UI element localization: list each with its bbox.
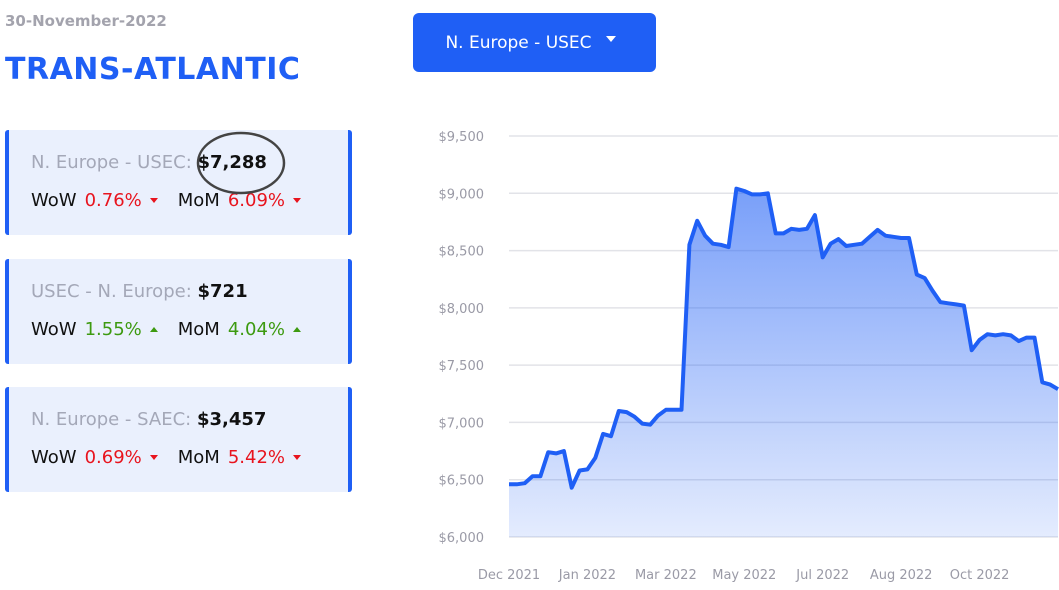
x-tick-label: Mar 2022 <box>635 568 697 583</box>
rate-card: N. Europe - SAEC: $3,457 WoW 0.69% MoM 5.42% <box>5 387 352 492</box>
mom-value: 6.09% <box>227 190 286 211</box>
y-tick-label: $6,000 <box>439 531 485 546</box>
wow-label: WoW <box>31 447 77 468</box>
route-dropdown[interactable]: N. Europe - USEC <box>413 13 656 72</box>
line <box>509 186 1059 490</box>
y-tick-label: $6,500 <box>439 474 485 489</box>
dropdown-label: N. Europe - USEC <box>445 32 592 53</box>
wow-label: WoW <box>31 318 77 340</box>
y-tick-label: $9,000 <box>439 187 485 202</box>
wow-value: 0.76% <box>84 190 142 211</box>
mom-label: MoM <box>177 190 220 211</box>
x-tick-label: Aug 2022 <box>870 568 933 583</box>
change-line: WoW 0.76% MoM 6.09% <box>31 190 348 211</box>
mom-value: 4.04% <box>227 318 286 340</box>
highlight-circle <box>196 131 286 195</box>
mom-label: MoM <box>177 447 220 468</box>
x-tick-label: Jan 2022 <box>558 568 616 583</box>
page-title: TRANS-ATLANTIC <box>5 52 301 87</box>
y-tick-label: $9,500 <box>439 130 485 145</box>
trend-arrow <box>149 326 158 332</box>
price: $721 <box>197 280 248 302</box>
route-line: N. Europe - SAEC: $3,457 <box>31 409 348 447</box>
wow-label: WoW <box>31 190 77 211</box>
route-line: N. Europe - USEC: $7,288 <box>31 152 348 190</box>
x-tick-label: Dec 2021 <box>478 568 540 583</box>
trend-arrow <box>293 455 302 460</box>
y-tick-label: $7,000 <box>439 416 485 431</box>
y-tick-label: $8,000 <box>439 302 485 317</box>
price: $3,457 <box>196 409 267 430</box>
wow-value: 1.55% <box>84 318 142 340</box>
route-line: USEC - N. Europe: $721 <box>31 281 348 319</box>
x-tick-label: Jul 2022 <box>795 568 849 583</box>
x-tick-label: May 2022 <box>712 568 776 583</box>
date: 30-November-2022 <box>5 12 167 30</box>
route: USEC - N. Europe: <box>31 280 192 302</box>
trend-arrow <box>293 198 302 203</box>
trend-arrow <box>293 326 302 332</box>
rate-card: USEC - N. Europe: $721 WoW 1.55% MoM 4.04% <box>5 258 352 364</box>
mom-label: MoM <box>177 318 220 340</box>
area-fill <box>509 188 1058 537</box>
change-line: WoW 1.55% MoM 4.04% <box>31 319 348 340</box>
wow-value: 0.69% <box>84 447 142 468</box>
mom-value: 5.42% <box>227 447 286 468</box>
price: $7,288 <box>197 152 267 173</box>
trend-arrow <box>149 455 158 460</box>
x-tick-label: Oct 2022 <box>950 568 1010 583</box>
y-tick-label: $8,500 <box>439 245 485 260</box>
rate-card: N. Europe - USEC: $7,288 WoW 0.76% MoM 6.09% <box>5 130 352 235</box>
trend-arrow <box>149 198 158 203</box>
change-line: WoW 0.69% MoM 5.42% <box>31 447 348 468</box>
route: N. Europe - SAEC: <box>31 409 192 430</box>
y-tick-label: $7,500 <box>439 359 485 374</box>
caret <box>605 35 616 42</box>
route: N. Europe - USEC: <box>31 152 192 173</box>
